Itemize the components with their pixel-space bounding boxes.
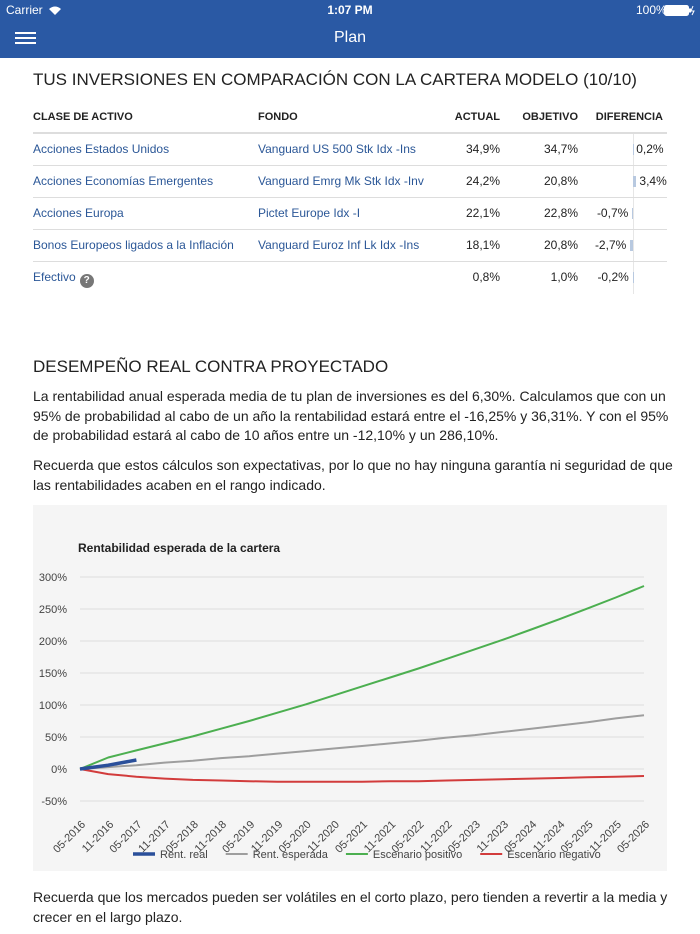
y-tick-label: 50% — [45, 732, 67, 744]
paragraph: La rentabilidad anual esperada media de … — [33, 388, 669, 443]
series-line — [79, 768, 645, 783]
actual: 22,1% — [465, 206, 500, 220]
header-rule — [33, 132, 667, 134]
battery-level: 100% — [636, 3, 667, 17]
legend-label: Escenario negativo — [507, 849, 601, 861]
y-tick-label: 0% — [51, 764, 67, 776]
series-line — [79, 714, 645, 770]
clock: 1:07 PM — [327, 3, 373, 17]
diff-label: 3,4% — [639, 174, 667, 188]
status-bar: Carrier 1:07 PM 100% — [0, 0, 700, 20]
legend-label: Escenario positivo — [373, 849, 462, 861]
y-tick-label: 200% — [39, 636, 67, 648]
diff-label: -2,7% — [594, 238, 627, 252]
diff-label: 0,2% — [636, 142, 664, 156]
fund-link[interactable]: Vanguard Euroz Inf Lk Idx -Ins — [258, 238, 420, 252]
footer-text: Recuerda que los mercados pueden ser vol… — [33, 889, 668, 925]
column-header: FONDO — [258, 111, 298, 123]
diff-bar — [632, 272, 634, 283]
y-tick-label: 150% — [39, 668, 67, 680]
actual: 18,1% — [465, 238, 500, 252]
column-header: CLASE DE ACTIVO — [33, 111, 133, 123]
target: 20,8% — [543, 174, 578, 188]
chart-title: Rentabilidad esperada de la cartera — [78, 541, 280, 555]
battery-icon — [664, 5, 695, 16]
y-tick-label: 300% — [39, 572, 67, 584]
asset-class[interactable]: Acciones Economías Emergentes — [33, 174, 214, 188]
allocation-title: TUS INVERSIONES EN COMPARACIÓN CON LA CA… — [33, 70, 637, 89]
legend-label: Rent. real — [160, 849, 208, 861]
actual: 34,9% — [465, 142, 500, 156]
diff-bar — [633, 144, 634, 155]
target: 1,0% — [550, 270, 578, 284]
diff-bar — [633, 176, 637, 187]
nav-title: Plan — [333, 29, 367, 46]
y-tick-label: -50% — [41, 796, 67, 808]
nav-bar: Plan — [0, 20, 700, 58]
column-header: OBJETIVO — [522, 111, 578, 123]
help-icon[interactable]: ? — [79, 274, 94, 288]
chart: Rentabilidad esperada de la cartera -50%… — [33, 505, 667, 871]
target: 22,8% — [543, 206, 578, 220]
row-rule — [33, 197, 667, 198]
asset-class[interactable]: Acciones Estados Unidos — [33, 142, 170, 156]
diff-label: -0,7% — [596, 206, 629, 220]
target: 34,7% — [543, 142, 578, 156]
diff-bar — [630, 240, 633, 251]
fund-link[interactable]: Vanguard US 500 Stk Idx -Ins — [258, 142, 416, 156]
y-tick-label: 250% — [39, 604, 67, 616]
row-rule — [33, 229, 667, 230]
row-rule — [33, 261, 667, 262]
y-tick-label: 100% — [39, 700, 67, 712]
diff-axis — [633, 134, 634, 294]
legend-label: Rent. esperada — [253, 849, 329, 861]
asset-class[interactable]: Bonos Europeos ligados a la Inflación — [33, 238, 234, 252]
actual: 24,2% — [465, 174, 500, 188]
diff-label: -0,2% — [597, 270, 629, 284]
menu-button[interactable] — [15, 31, 37, 47]
wifi-icon — [49, 6, 61, 15]
performance-title: DESEMPEÑO REAL CONTRA PROYECTADO — [33, 357, 389, 376]
diff-bar — [632, 208, 633, 219]
column-header: ACTUAL — [454, 111, 500, 123]
asset-class[interactable]: Acciones Europa — [33, 206, 124, 220]
series-line — [79, 758, 137, 771]
series-line — [79, 585, 645, 770]
row-rule — [33, 165, 667, 166]
target: 20,8% — [543, 238, 578, 252]
paragraph: Recuerda que estos cálculos son expectat… — [33, 457, 673, 493]
carrier: Carrier — [6, 3, 43, 17]
fund-link[interactable]: Vanguard Emrg Mk Stk Idx -Inv — [258, 174, 424, 188]
chart-background — [33, 505, 667, 871]
column-header: DIFERENCIA — [595, 111, 663, 123]
asset-class[interactable]: Efectivo? — [33, 270, 94, 288]
fund-link[interactable]: Pictet Europe Idx -I — [258, 206, 361, 220]
actual: 0,8% — [472, 270, 500, 284]
